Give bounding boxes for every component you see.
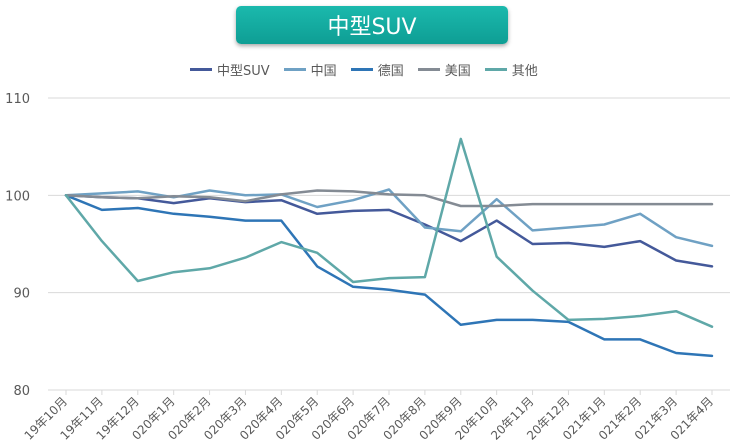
legend-item: 中型SUV — [190, 60, 270, 79]
legend-swatch — [417, 68, 440, 71]
y-tick-label: 100 — [5, 189, 30, 204]
legend-swatch — [350, 68, 373, 71]
series-line-3 — [64, 194, 714, 358]
legend-item: 美国 — [417, 60, 471, 79]
legend-label: 中型SUV — [217, 64, 270, 79]
legend-item: 德国 — [350, 60, 404, 79]
legend-label: 美国 — [444, 64, 471, 79]
series-line-5 — [64, 137, 714, 328]
legend-item: 其他 — [484, 60, 538, 79]
legend-swatch — [283, 68, 306, 71]
chart-legend: 中型SUV 中国 德国 美国 其他 — [190, 60, 538, 79]
legend-swatch — [190, 68, 212, 71]
legend-item: 中国 — [283, 60, 337, 79]
y-tick-label: 80 — [13, 384, 30, 399]
legend-label: 德国 — [377, 64, 404, 79]
series-line-1 — [64, 194, 714, 268]
y-tick-label: 110 — [5, 92, 30, 107]
legend-label: 中国 — [310, 64, 337, 79]
legend-swatch — [484, 68, 507, 71]
series-line-4 — [64, 189, 714, 208]
legend-label: 其他 — [511, 64, 538, 79]
chart-title-box: 中型SUV — [236, 6, 508, 44]
chart-title: 中型SUV — [327, 15, 417, 40]
y-tick-label: 90 — [13, 287, 30, 302]
